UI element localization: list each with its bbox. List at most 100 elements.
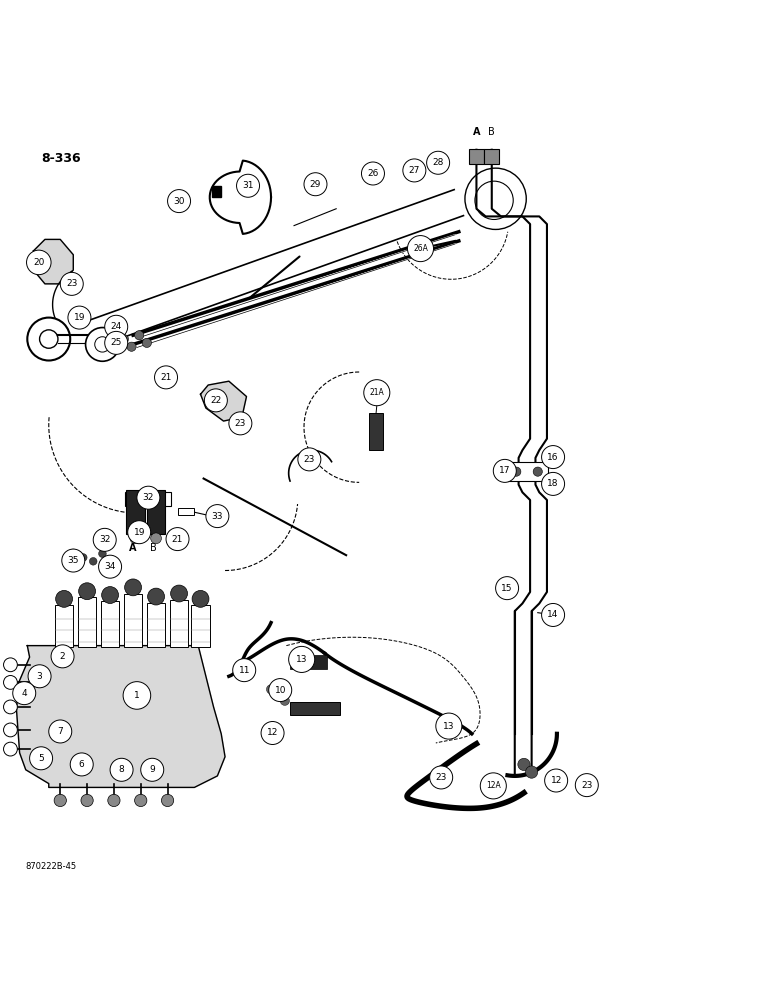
Circle shape xyxy=(70,753,93,776)
Text: 30: 30 xyxy=(173,197,185,206)
Circle shape xyxy=(4,676,17,689)
Polygon shape xyxy=(212,186,222,197)
Bar xyxy=(469,149,484,164)
Circle shape xyxy=(4,723,17,737)
Circle shape xyxy=(29,747,52,770)
Text: 3: 3 xyxy=(37,672,42,681)
Circle shape xyxy=(93,528,117,551)
Circle shape xyxy=(269,679,292,702)
Text: 16: 16 xyxy=(547,453,559,462)
Circle shape xyxy=(120,334,128,344)
Circle shape xyxy=(105,315,127,338)
Bar xyxy=(506,462,548,481)
Text: 29: 29 xyxy=(310,180,321,189)
Circle shape xyxy=(28,665,51,688)
Circle shape xyxy=(151,533,161,544)
Circle shape xyxy=(4,700,17,714)
Text: 19: 19 xyxy=(73,313,85,322)
Text: 12: 12 xyxy=(267,728,278,737)
Circle shape xyxy=(229,412,252,435)
Text: 5: 5 xyxy=(39,754,44,763)
Circle shape xyxy=(26,250,51,275)
Circle shape xyxy=(13,682,36,705)
Circle shape xyxy=(542,446,564,469)
Circle shape xyxy=(54,794,66,807)
Text: 870222B-45: 870222B-45 xyxy=(25,862,77,871)
Circle shape xyxy=(68,306,91,329)
Text: A: A xyxy=(130,543,137,553)
Circle shape xyxy=(99,550,107,557)
Text: B: B xyxy=(151,543,157,553)
Text: 15: 15 xyxy=(501,584,513,593)
Text: 21A: 21A xyxy=(370,388,384,397)
Circle shape xyxy=(137,486,160,509)
Bar xyxy=(55,605,73,647)
Circle shape xyxy=(526,766,538,778)
Text: 25: 25 xyxy=(110,338,122,347)
Polygon shape xyxy=(201,381,246,421)
Text: 21: 21 xyxy=(161,373,171,382)
Text: 8: 8 xyxy=(119,765,124,774)
Bar xyxy=(191,605,210,647)
Circle shape xyxy=(124,579,141,596)
Circle shape xyxy=(273,691,282,700)
Text: A: A xyxy=(472,127,480,137)
Circle shape xyxy=(261,722,284,744)
Circle shape xyxy=(575,774,598,797)
Text: 28: 28 xyxy=(432,158,444,167)
Text: 32: 32 xyxy=(99,535,110,544)
Text: 11: 11 xyxy=(239,666,250,675)
Text: 2: 2 xyxy=(59,652,66,661)
Text: 8-336: 8-336 xyxy=(41,152,81,165)
Circle shape xyxy=(127,521,151,544)
Text: 26A: 26A xyxy=(413,244,428,253)
Circle shape xyxy=(542,472,564,495)
Text: 7: 7 xyxy=(57,727,63,736)
Text: 10: 10 xyxy=(275,686,286,695)
Circle shape xyxy=(280,696,290,705)
Circle shape xyxy=(206,505,229,528)
Text: 24: 24 xyxy=(110,322,122,331)
Circle shape xyxy=(289,646,315,672)
Circle shape xyxy=(123,682,151,709)
Text: 19: 19 xyxy=(134,528,145,537)
Text: 18: 18 xyxy=(547,479,559,488)
Circle shape xyxy=(364,380,390,406)
Circle shape xyxy=(147,588,164,605)
Bar xyxy=(369,413,383,450)
Circle shape xyxy=(518,758,530,771)
Circle shape xyxy=(545,769,567,792)
Circle shape xyxy=(80,554,87,561)
Text: 6: 6 xyxy=(79,760,85,769)
Circle shape xyxy=(102,587,119,603)
Text: 14: 14 xyxy=(547,610,559,619)
Circle shape xyxy=(168,190,191,213)
Circle shape xyxy=(161,794,174,807)
Circle shape xyxy=(403,159,426,182)
Circle shape xyxy=(130,533,141,544)
Circle shape xyxy=(154,366,178,389)
Text: 13: 13 xyxy=(296,655,307,664)
Circle shape xyxy=(86,328,120,361)
Bar xyxy=(290,655,327,669)
Circle shape xyxy=(62,549,85,572)
Text: 12: 12 xyxy=(550,776,562,785)
Text: 31: 31 xyxy=(242,181,254,190)
Text: 23: 23 xyxy=(581,781,592,790)
Circle shape xyxy=(60,272,83,295)
Circle shape xyxy=(127,342,136,351)
Circle shape xyxy=(408,236,434,262)
Bar xyxy=(170,600,188,647)
Circle shape xyxy=(192,590,209,607)
Text: 33: 33 xyxy=(212,512,223,521)
Text: 35: 35 xyxy=(67,556,79,565)
Circle shape xyxy=(99,555,121,578)
Text: 23: 23 xyxy=(235,419,246,428)
Circle shape xyxy=(49,720,72,743)
Circle shape xyxy=(232,659,256,682)
Text: 23: 23 xyxy=(435,773,447,782)
Text: B: B xyxy=(489,127,495,137)
Circle shape xyxy=(171,585,188,602)
Polygon shape xyxy=(16,646,225,787)
Polygon shape xyxy=(33,239,73,284)
